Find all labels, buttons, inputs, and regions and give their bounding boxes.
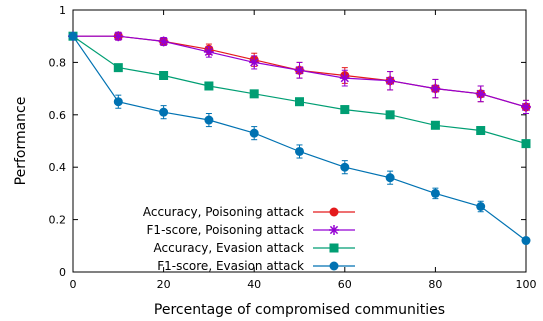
data-point (339, 73, 350, 84)
series-layer (68, 31, 531, 246)
x-tick-label: 60 (338, 278, 352, 291)
x-tick-label: 40 (247, 278, 261, 291)
star-stroke (114, 32, 123, 41)
series-4 (68, 31, 531, 246)
data-point (295, 146, 304, 156)
series-2 (68, 31, 531, 114)
x-tick-label: 0 (70, 278, 77, 291)
legend-item: Accuracy, Poisoning attack (143, 205, 355, 219)
data-point (113, 63, 123, 73)
x-axis-title: Percentage of compromised communities (154, 302, 445, 318)
data-point (521, 236, 531, 246)
data-point (521, 139, 531, 149)
data-point (203, 46, 214, 57)
star-stroke (431, 84, 440, 93)
data-point (340, 162, 350, 172)
data-point (295, 97, 304, 107)
legend-label: F1-score, Poisoning attack (147, 223, 305, 237)
legend-item: F1-score, Evasion attack (157, 259, 355, 273)
y-tick-label: 0.6 (49, 109, 67, 122)
data-point (249, 128, 259, 138)
data-point (385, 110, 395, 120)
y-tick-label: 0.8 (49, 56, 67, 69)
y-axis-title: Performance (13, 97, 29, 186)
legend-marker (329, 225, 339, 235)
star-stroke (340, 73, 349, 83)
star-stroke (385, 76, 395, 85)
star-stroke (250, 58, 259, 67)
data-point (249, 89, 259, 99)
data-point (476, 126, 486, 136)
y-tick-label: 0.2 (49, 214, 67, 227)
data-point (68, 31, 78, 41)
data-point (430, 188, 440, 198)
data-point (521, 101, 531, 112)
star-stroke (521, 102, 531, 112)
legend: Accuracy, Poisoning attack F1-score, Pois… (143, 205, 355, 273)
data-point (113, 97, 123, 107)
x-tick-label: 80 (428, 278, 442, 291)
series-line (72, 35, 527, 145)
data-point (159, 107, 169, 117)
data-point (294, 65, 305, 76)
legend-label: Accuracy, Poisoning attack (143, 205, 304, 219)
data-point (249, 57, 260, 68)
legend-item: Accuracy, Evasion attack (154, 241, 355, 255)
star-stroke (204, 47, 214, 57)
axis-ticks: 0 20 40 60 80 100 0 0.2 0.4 0.6 0.8 1 (49, 4, 537, 291)
star-stroke (329, 225, 339, 235)
data-point (475, 88, 486, 99)
series-3 (68, 31, 531, 149)
data-point (158, 36, 169, 47)
y-tick-label: 0 (59, 266, 66, 279)
data-point (204, 115, 214, 125)
data-point (204, 81, 214, 91)
y-tick-label: 1 (59, 4, 66, 17)
y-tick-label: 0.4 (49, 161, 67, 174)
data-point (430, 120, 440, 130)
data-point (340, 105, 350, 115)
legend-label: F1-score, Evasion attack (157, 259, 304, 273)
data-point (385, 75, 396, 86)
star-stroke (295, 66, 304, 75)
x-tick-label: 100 (516, 278, 537, 291)
legend-marker (329, 207, 339, 217)
legend-marker (329, 243, 339, 253)
legend-label: Accuracy, Evasion attack (154, 241, 305, 255)
data-point (113, 31, 124, 42)
data-point (430, 83, 441, 94)
data-point (385, 173, 395, 183)
x-tick-label: 20 (157, 278, 171, 291)
data-point (476, 202, 486, 211)
data-point (159, 71, 169, 80)
star-stroke (476, 89, 485, 98)
legend-item: F1-score, Poisoning attack (147, 223, 355, 237)
star-stroke (159, 37, 168, 46)
legend-marker (329, 261, 339, 271)
